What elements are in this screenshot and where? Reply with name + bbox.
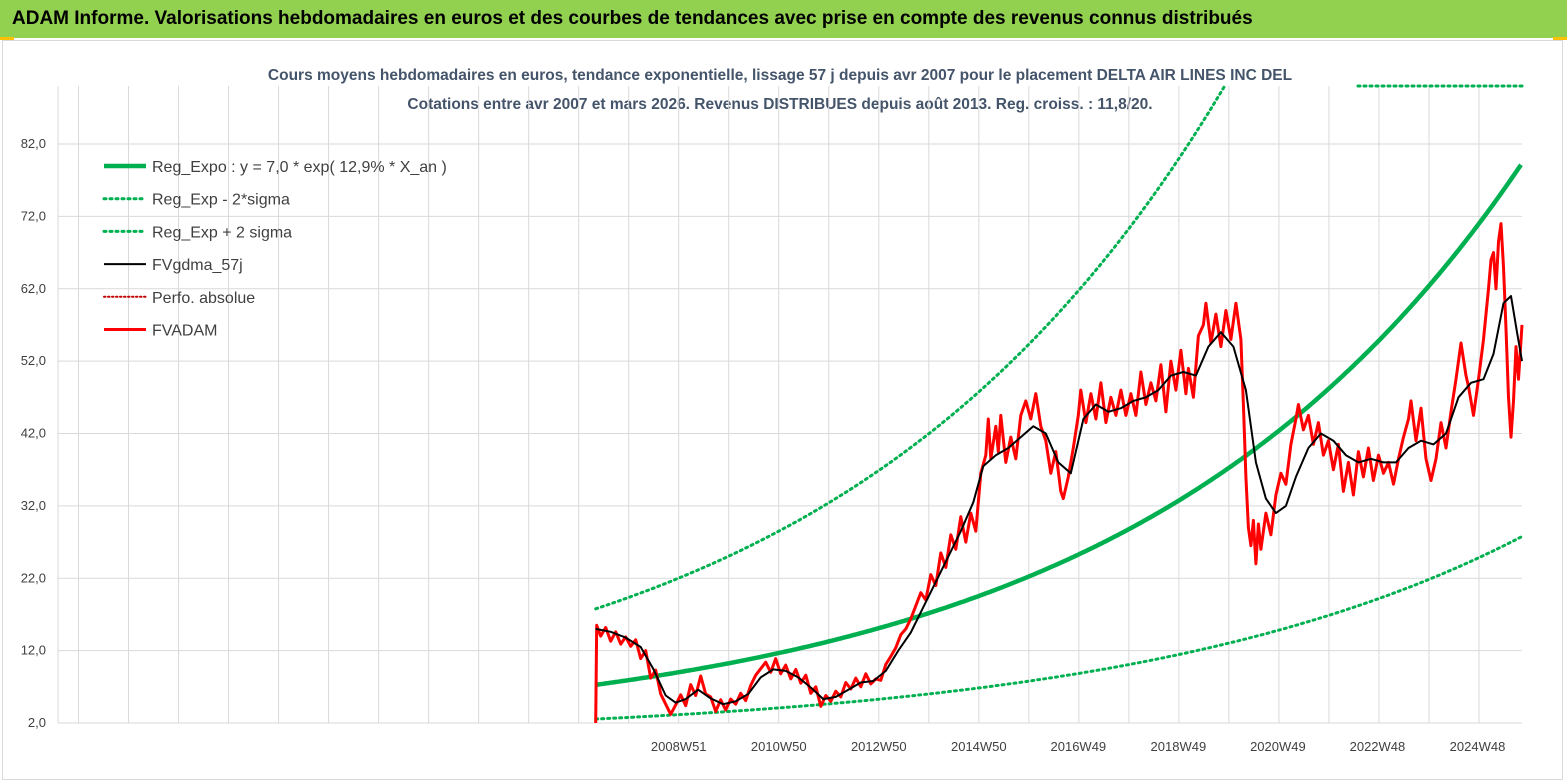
series-line-2 <box>594 82 1228 611</box>
chart-frame <box>2 40 1563 780</box>
x-tick-label: 2016W49 <box>1051 739 1107 754</box>
x-axis-ticks: 2008W51 2010W50 2012W50 2014W50 2016W49 2018W… <box>651 739 1505 754</box>
x-tick-label: 2014W50 <box>951 739 1007 754</box>
series-line-5 <box>594 222 1524 724</box>
chart-title: Cours moyens hebdomadaires en euros, ten… <box>268 67 1292 84</box>
y-tick-label: 72,0 <box>21 208 46 223</box>
series-line-1 <box>594 535 1523 721</box>
legend-label-1: Reg_Exp - 2*sigma <box>152 192 290 209</box>
chart-subtitle: Cotations entre avr 2007 et mars 2026. R… <box>407 96 1152 113</box>
y-tick-label: 82,0 <box>21 136 46 151</box>
x-tick-label: 2024W48 <box>1450 739 1506 754</box>
x-tick-label: 2010W50 <box>751 739 807 754</box>
x-tick-label: 2012W50 <box>851 739 907 754</box>
x-tick-label: 2020W49 <box>1250 739 1306 754</box>
y-tick-label: 22,0 <box>21 570 46 585</box>
legend-label-4: Perfo. absolue <box>152 290 255 307</box>
x-tick-label: 2008W51 <box>651 739 707 754</box>
banner-accent-left <box>0 37 14 40</box>
banner-accent-right <box>1553 37 1567 40</box>
legend: Reg_Expo : y = 7,0 * exp( 12,9% * X_an )… <box>102 159 447 340</box>
series-layer <box>594 82 1524 724</box>
y-tick-label: 2,0 <box>28 715 46 730</box>
y-tick-label: 32,0 <box>21 498 46 513</box>
legend-label-0: Reg_Expo : y = 7,0 * exp( 12,9% * X_an ) <box>152 159 447 176</box>
x-tick-label: 2018W49 <box>1151 739 1207 754</box>
y-tick-label: 62,0 <box>21 281 46 296</box>
legend-label-5: FVADAM <box>152 323 217 340</box>
grid-lines <box>57 86 1522 724</box>
y-tick-label: 42,0 <box>21 426 46 441</box>
series-line-0 <box>595 163 1523 688</box>
y-tick-label: 52,0 <box>21 353 46 368</box>
legend-label-2: Reg_Exp + 2 sigma <box>152 224 292 241</box>
report-title-banner: ADAM Informe. Valorisations hebdomadaire… <box>0 0 1567 38</box>
y-axis-ticks: 2,0 12,0 22,0 32,0 42,0 52,0 62,0 72,0 82,0 <box>21 136 46 730</box>
y-tick-label: 12,0 <box>21 643 46 658</box>
legend-label-3: FVgdma_57j <box>152 257 243 274</box>
x-tick-label: 2022W48 <box>1350 739 1406 754</box>
series-line-3 <box>595 295 1523 706</box>
